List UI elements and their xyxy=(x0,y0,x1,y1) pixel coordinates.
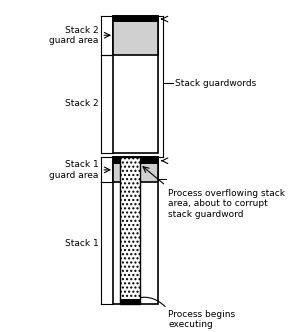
Bar xyxy=(120,299,140,304)
Bar xyxy=(113,16,158,55)
Text: Process begins
executing: Process begins executing xyxy=(168,310,235,329)
Text: Stack 1: Stack 1 xyxy=(65,239,99,248)
Text: Stack 2
guard area: Stack 2 guard area xyxy=(49,26,99,45)
Bar xyxy=(113,157,158,183)
Text: Process overflowing stack
area, about to corrupt
stack guardword: Process overflowing stack area, about to… xyxy=(168,189,285,218)
Bar xyxy=(113,157,158,304)
Text: Stack guardwords: Stack guardwords xyxy=(175,79,256,88)
Text: Stack 1
guard area: Stack 1 guard area xyxy=(49,160,99,180)
Bar xyxy=(113,16,158,23)
Bar xyxy=(113,16,158,153)
Bar xyxy=(113,157,158,183)
Bar xyxy=(120,157,140,304)
Bar xyxy=(113,16,158,55)
Bar xyxy=(113,157,158,164)
Text: Stack 2: Stack 2 xyxy=(65,99,99,108)
